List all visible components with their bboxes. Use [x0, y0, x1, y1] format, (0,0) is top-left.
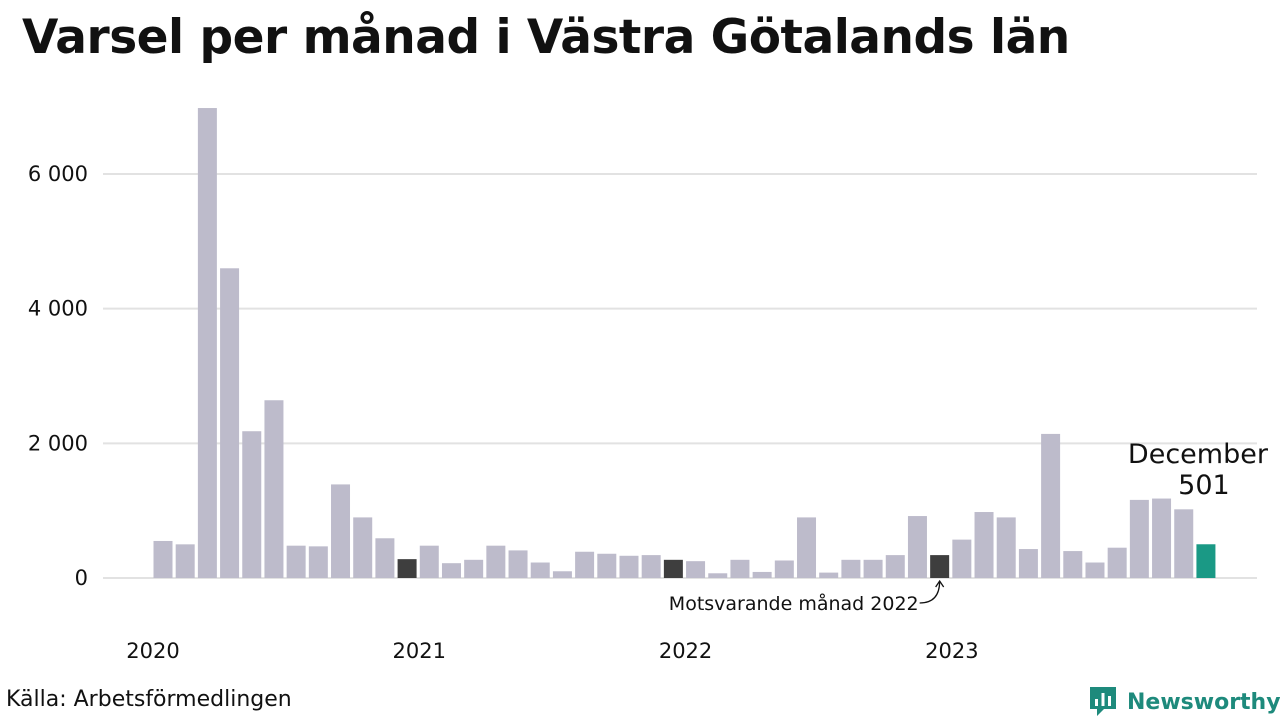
- bar: [486, 545, 506, 578]
- bar: [419, 545, 439, 578]
- bar: [1085, 562, 1105, 578]
- y-tick-label: 4 000: [28, 297, 88, 321]
- highlight-month-label: December: [1128, 439, 1269, 470]
- bar: [885, 555, 905, 578]
- highlight-value-label: 501: [1178, 470, 1230, 501]
- bar: [974, 512, 994, 578]
- bar: [996, 517, 1016, 578]
- bar: [331, 484, 351, 578]
- bar: [1196, 544, 1216, 578]
- bar: [752, 571, 772, 578]
- chart-title: Varsel per månad i Västra Götalands län: [22, 10, 1070, 65]
- bar: [197, 108, 217, 579]
- bar: [708, 573, 728, 578]
- bar: [552, 571, 572, 578]
- y-tick-label: 0: [75, 566, 88, 590]
- bar: [375, 538, 395, 578]
- bar: [597, 553, 617, 578]
- comparison-arrowhead: [935, 579, 945, 588]
- source-note: Källa: Arbetsförmedlingen: [6, 687, 292, 712]
- x-tick-label: 2021: [393, 639, 446, 663]
- newsworthy-logo-icon: [1090, 687, 1116, 716]
- bar: [1018, 549, 1038, 578]
- logo-text: Newsworthy: [1127, 689, 1280, 715]
- newsworthy-logo: Newsworthy: [1088, 684, 1280, 720]
- bar: [730, 559, 750, 578]
- bar: [308, 546, 328, 578]
- bar: [863, 559, 883, 578]
- y-axis-labels: 0 2 000 4 000 6 000: [28, 162, 88, 590]
- bar: [464, 559, 484, 578]
- bar: [686, 561, 706, 578]
- bar: [353, 517, 373, 578]
- bar: [153, 540, 173, 578]
- bars: [153, 108, 1216, 579]
- bar: [175, 544, 195, 578]
- x-tick-label: 2020: [126, 639, 179, 663]
- comparison-arrow: [919, 580, 941, 604]
- bar: [797, 517, 817, 578]
- comparison-annotation: Motsvarande månad 2022: [669, 592, 919, 615]
- bar: [952, 539, 972, 578]
- bar: [441, 563, 461, 578]
- x-tick-label: 2022: [659, 639, 712, 663]
- x-axis-labels: 2020 2021 2022 2023: [126, 639, 978, 663]
- y-tick-label: 2 000: [28, 431, 88, 455]
- bar: [242, 431, 262, 578]
- bar: [663, 559, 683, 578]
- bar: [841, 559, 861, 578]
- bar: [220, 268, 240, 578]
- bar: [1041, 433, 1061, 578]
- bar: [641, 555, 661, 578]
- bar: [508, 550, 528, 578]
- bar: [397, 559, 417, 578]
- annotations: December 501 Motsvarande månad 2022: [669, 439, 1269, 615]
- x-tick-label: 2023: [925, 639, 978, 663]
- bar: [1174, 509, 1194, 578]
- bar: [1063, 551, 1083, 578]
- bar: [1107, 547, 1127, 578]
- bar: [264, 400, 284, 578]
- bar: [930, 555, 950, 578]
- bar: [1129, 499, 1149, 578]
- bar-chart: 0 2 000 4 000 6 000 2020 2021 2022 2023 Decemb…: [28, 108, 1269, 663]
- bar: [619, 555, 639, 578]
- bar: [819, 572, 839, 578]
- y-tick-label: 6 000: [28, 162, 88, 186]
- bar: [575, 551, 595, 578]
- bar: [907, 516, 927, 578]
- bar: [530, 562, 550, 578]
- bar: [774, 560, 794, 578]
- bar: [1152, 498, 1172, 578]
- bar: [286, 545, 306, 578]
